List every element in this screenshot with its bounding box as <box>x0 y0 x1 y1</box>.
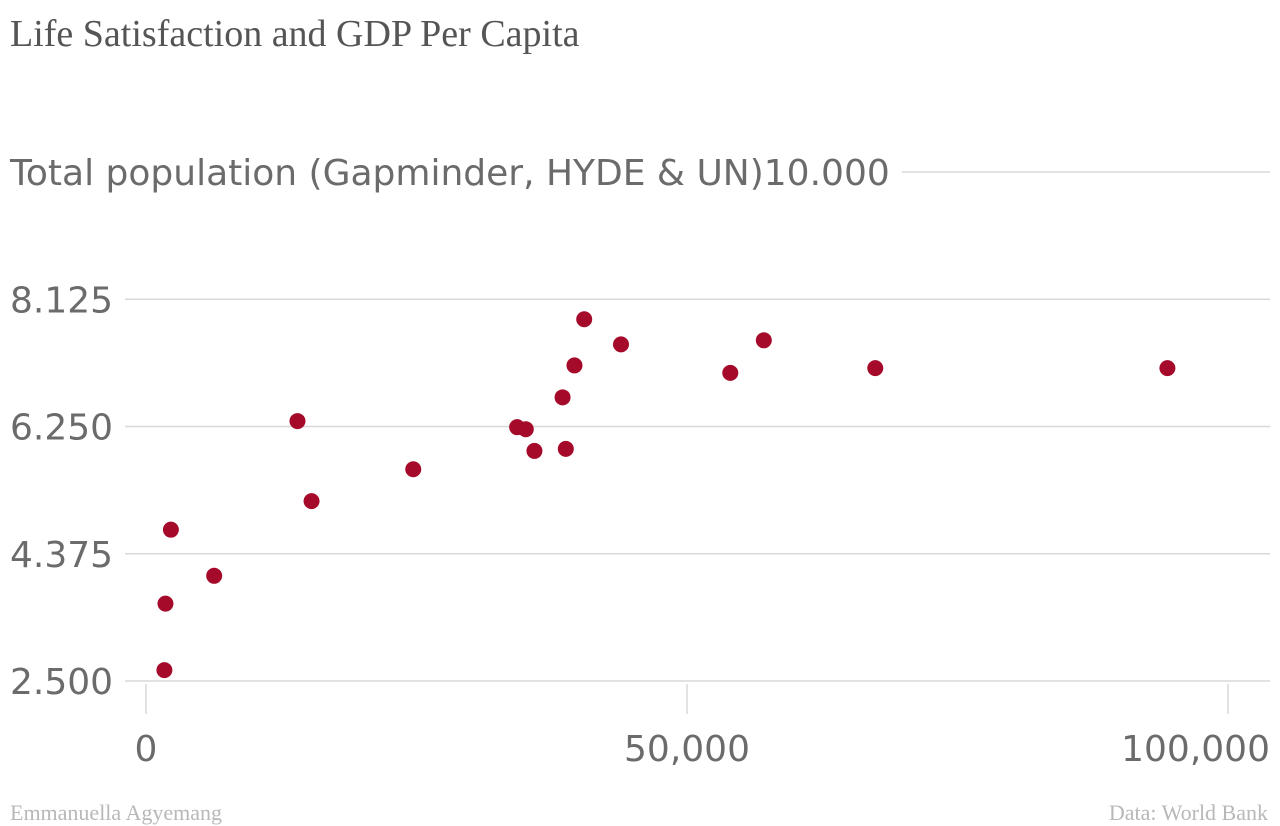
y-axis-label: Total population (Gapminder, HYDE & UN) <box>9 153 764 194</box>
y-tick-label: 6.250 <box>10 408 113 449</box>
scatter-point <box>162 521 179 538</box>
data-points <box>156 311 1176 679</box>
y-tick-value: 10.000 <box>764 153 890 194</box>
y-axis: 2.500 4.375 6.250 8.125 Total population (Ga… <box>9 153 890 703</box>
scatter-point <box>576 311 593 328</box>
scatter-point <box>566 357 583 374</box>
scatter-point <box>206 567 223 584</box>
x-tick-label: 100,000 <box>1121 729 1270 770</box>
y-tick-label: Total population (Gapminder, HYDE & UN)1… <box>9 153 890 194</box>
x-axis: 0 50,000 100,000 <box>135 684 1270 770</box>
scatter-point <box>405 461 422 478</box>
x-tick-label: 0 <box>135 729 158 770</box>
scatter-point <box>289 413 306 430</box>
scatter-point <box>1159 360 1176 377</box>
scatter-point <box>157 595 174 612</box>
y-tick-label: 4.375 <box>10 535 113 576</box>
chart-title: Life Satisfaction and GDP Per Capita <box>10 13 580 55</box>
scatter-point <box>517 421 534 438</box>
scatter-point <box>554 389 571 406</box>
footer-author: Emmanuella Agyemang <box>10 800 222 825</box>
x-tick-label: 50,000 <box>624 729 750 770</box>
scatter-point <box>612 336 629 353</box>
gridlines <box>125 171 1270 682</box>
scatter-point <box>557 440 574 457</box>
scatter-point <box>526 442 543 459</box>
scatter-point <box>303 493 320 510</box>
scatter-point <box>722 364 739 381</box>
y-tick-label: 8.125 <box>10 280 113 321</box>
footer-source: Data: World Bank <box>1109 800 1268 825</box>
y-tick-label: 2.500 <box>10 662 113 703</box>
scatter-point <box>156 662 173 679</box>
scatter-point <box>755 332 772 349</box>
scatter-point <box>867 360 884 377</box>
